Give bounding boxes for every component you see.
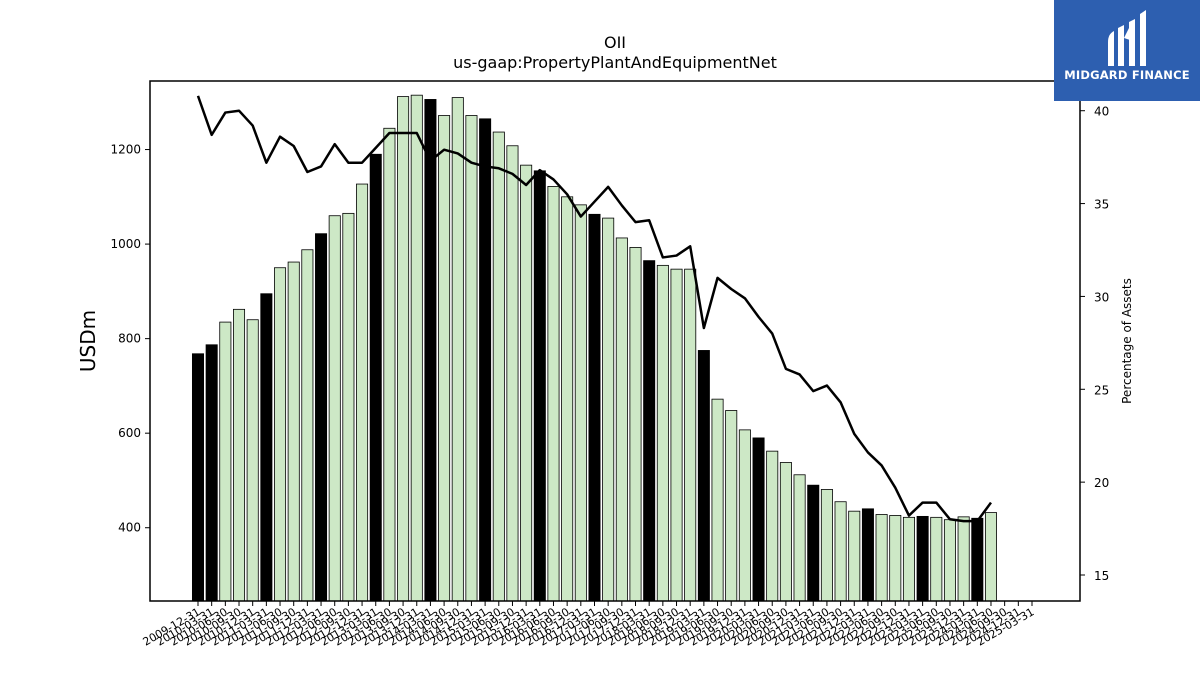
bars-group	[191, 94, 997, 602]
y2-tick-label: 40	[1094, 105, 1109, 119]
bar	[971, 517, 984, 602]
bar	[219, 321, 232, 602]
bar	[902, 516, 915, 602]
bar	[342, 212, 355, 602]
y-tick-label: 1000	[110, 237, 141, 251]
bar	[738, 429, 751, 602]
bar	[820, 489, 833, 602]
bar	[465, 115, 478, 602]
y2-tick-label: 15	[1094, 569, 1109, 583]
bar	[574, 204, 587, 602]
bar	[684, 268, 697, 602]
bar	[807, 484, 820, 602]
brand-logo: MIDGARD FINANCE	[1054, 0, 1200, 101]
bar	[383, 127, 396, 602]
bar	[328, 215, 341, 602]
plot-frame	[149, 80, 1081, 602]
y2-tick-label: 25	[1094, 383, 1109, 397]
y2-axis-label: Percentage of Assets	[1120, 278, 1134, 404]
y2-tick-label: 35	[1094, 198, 1109, 212]
bar	[629, 246, 642, 602]
bar	[492, 131, 505, 602]
bar	[451, 97, 464, 602]
bar	[369, 153, 382, 602]
midgard-logo-icon	[1108, 10, 1146, 66]
y-tick-label: 1200	[110, 143, 141, 157]
bar	[752, 437, 765, 602]
bar	[315, 233, 328, 602]
bar	[656, 264, 669, 602]
logo-text: MIDGARD FINANCE	[1064, 68, 1190, 82]
bar	[725, 410, 738, 602]
bar	[957, 516, 970, 602]
bar	[438, 115, 451, 602]
bar	[287, 261, 300, 602]
bar	[916, 515, 929, 602]
bar	[424, 99, 437, 602]
bar	[643, 260, 656, 602]
bar	[191, 353, 204, 602]
bar	[301, 249, 314, 602]
line-group	[196, 95, 992, 523]
bar	[274, 267, 287, 602]
bar	[233, 308, 246, 602]
bar	[766, 450, 779, 602]
bar	[943, 519, 956, 602]
bar	[356, 183, 369, 602]
bar	[930, 516, 943, 602]
bar	[984, 512, 997, 602]
bar	[397, 96, 410, 602]
bar	[479, 118, 492, 602]
y-tick-label: 800	[118, 332, 141, 346]
bar	[834, 501, 847, 602]
bar	[246, 319, 259, 602]
y2-tick-label: 20	[1094, 476, 1109, 490]
bar	[779, 462, 792, 602]
bar	[848, 510, 861, 602]
bar	[561, 196, 574, 602]
bar	[520, 164, 533, 602]
axes-group: 400600800100012001520253035402009-12-312…	[110, 80, 1109, 649]
bar	[533, 170, 546, 602]
chart-title: OII	[604, 33, 626, 52]
pct-assets-line	[196, 95, 992, 523]
bar	[205, 344, 218, 602]
bar	[793, 474, 806, 602]
y-axis-label: USDm	[76, 310, 100, 372]
bar	[506, 145, 519, 602]
bar	[861, 508, 874, 602]
bar	[602, 217, 615, 602]
y2-tick-label: 30	[1094, 290, 1109, 304]
bar	[711, 398, 724, 602]
bar	[615, 237, 628, 602]
bar	[875, 514, 888, 602]
y-tick-label: 600	[118, 426, 141, 440]
bar	[670, 268, 683, 602]
bar	[889, 515, 902, 602]
bar	[547, 186, 560, 602]
bar	[588, 213, 601, 602]
chart-subtitle: us-gaap:PropertyPlantAndEquipmentNet	[453, 53, 777, 72]
bar	[697, 350, 710, 602]
y-tick-label: 400	[118, 521, 141, 535]
bar	[260, 293, 273, 602]
bar	[410, 94, 423, 602]
